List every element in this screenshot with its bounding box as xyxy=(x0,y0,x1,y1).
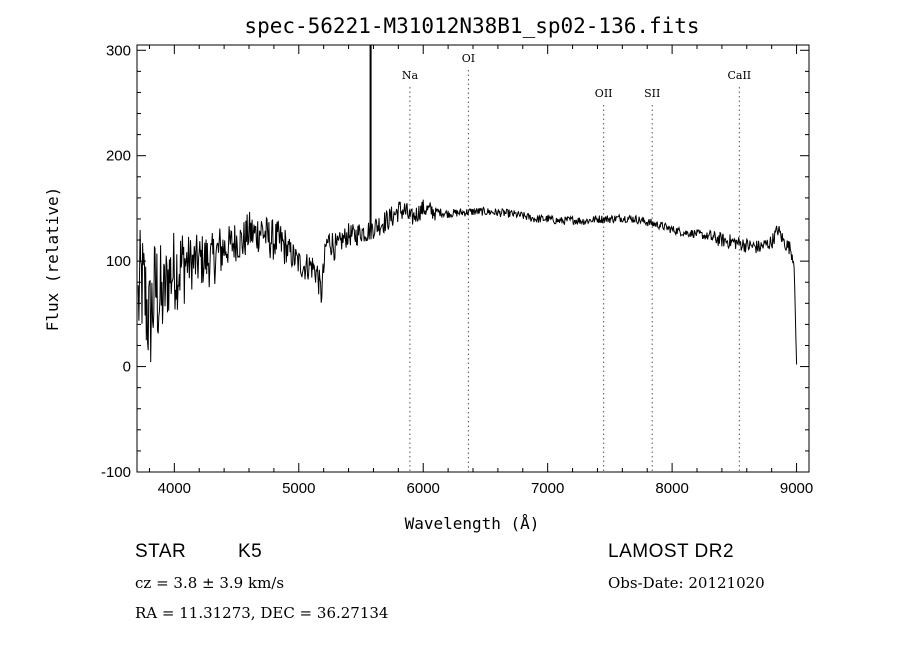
y-tick-label: 300 xyxy=(106,42,131,59)
object-class: STAR xyxy=(135,541,187,562)
x-tick-label: 4000 xyxy=(158,480,191,497)
redshift-velocity: cz = 3.8 ± 3.9 km/s xyxy=(135,574,285,592)
axis-ticks: 4000 5000 6000 7000 8000 9000 -100 0 100 200 300 xyxy=(101,42,813,497)
emission-line-markers: Na OI OII SII CaII xyxy=(402,52,751,472)
x-tick-label: 9000 xyxy=(780,480,813,497)
x-tick-label: 8000 xyxy=(655,480,688,497)
line-marker-label-na: Na xyxy=(402,69,419,82)
object-subclass: K5 xyxy=(238,541,263,562)
y-tick-label: -100 xyxy=(101,464,131,481)
observation-date: Obs-Date: 20121020 xyxy=(608,574,765,592)
line-marker-label-sii: SII xyxy=(644,87,660,100)
x-tick-label: 7000 xyxy=(531,480,564,497)
survey-name: LAMOST DR2 xyxy=(608,541,735,562)
line-marker-label-oii: OII xyxy=(595,87,613,100)
y-tick-label: 200 xyxy=(106,148,131,165)
y-axis-label: Flux (relative) xyxy=(43,187,62,332)
plot-border xyxy=(136,44,810,473)
spectrum-series xyxy=(137,45,798,365)
x-tick-label: 5000 xyxy=(282,480,315,497)
chart-title: spec-56221-M31012N38B1_sp02-136.fits xyxy=(244,14,699,38)
x-tick-label: 6000 xyxy=(407,480,440,497)
y-tick-label: 100 xyxy=(106,253,131,270)
coordinates: RA = 11.31273, DEC = 36.27134 xyxy=(135,604,389,622)
line-marker-label-caii: CaII xyxy=(727,69,751,82)
spectrum-line xyxy=(137,199,798,365)
line-marker-label-oi: OI xyxy=(462,52,475,65)
y-tick-label: 0 xyxy=(123,359,131,376)
plot-frame xyxy=(136,44,810,473)
x-axis-label: Wavelength (Å) xyxy=(405,514,540,533)
